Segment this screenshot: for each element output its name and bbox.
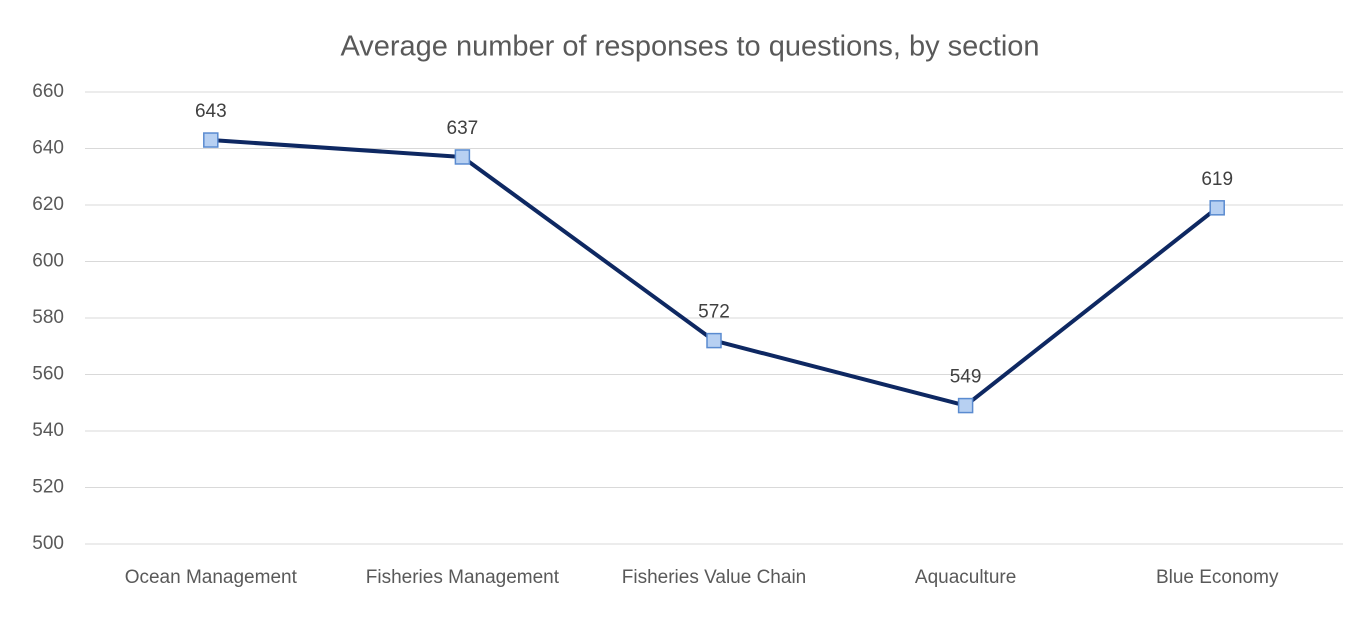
x-tick-label: Aquaculture [915, 567, 1016, 588]
y-tick-label: 620 [32, 194, 64, 215]
y-tick-label: 560 [32, 364, 64, 385]
data-label: 643 [195, 101, 227, 122]
y-tick-label: 600 [32, 251, 64, 272]
data-label: 572 [698, 302, 730, 323]
marker [454, 149, 471, 165]
y-tick-label: 540 [32, 420, 64, 441]
data-label: 549 [950, 367, 982, 388]
chart-title: Average number of responses to questions… [340, 31, 1039, 63]
y-tick-label: 580 [32, 307, 64, 328]
data-label: 619 [1201, 169, 1233, 190]
y-tick-label: 640 [32, 138, 64, 159]
marker [957, 397, 974, 414]
y-tick-label: 660 [32, 81, 64, 102]
x-tick-label: Fisheries Management [366, 567, 560, 588]
x-tick-label: Blue Economy [1156, 567, 1279, 588]
marker [706, 332, 722, 349]
x-tick-label: Ocean Management [125, 567, 298, 588]
marker [1209, 200, 1225, 216]
y-tick-label: 520 [32, 477, 64, 498]
y-tick-label: 500 [32, 533, 64, 554]
series-line [210, 138, 1219, 408]
marker [203, 132, 219, 148]
x-tick-label: Fisheries Value Chain [622, 567, 806, 588]
data-label: 637 [447, 118, 479, 139]
